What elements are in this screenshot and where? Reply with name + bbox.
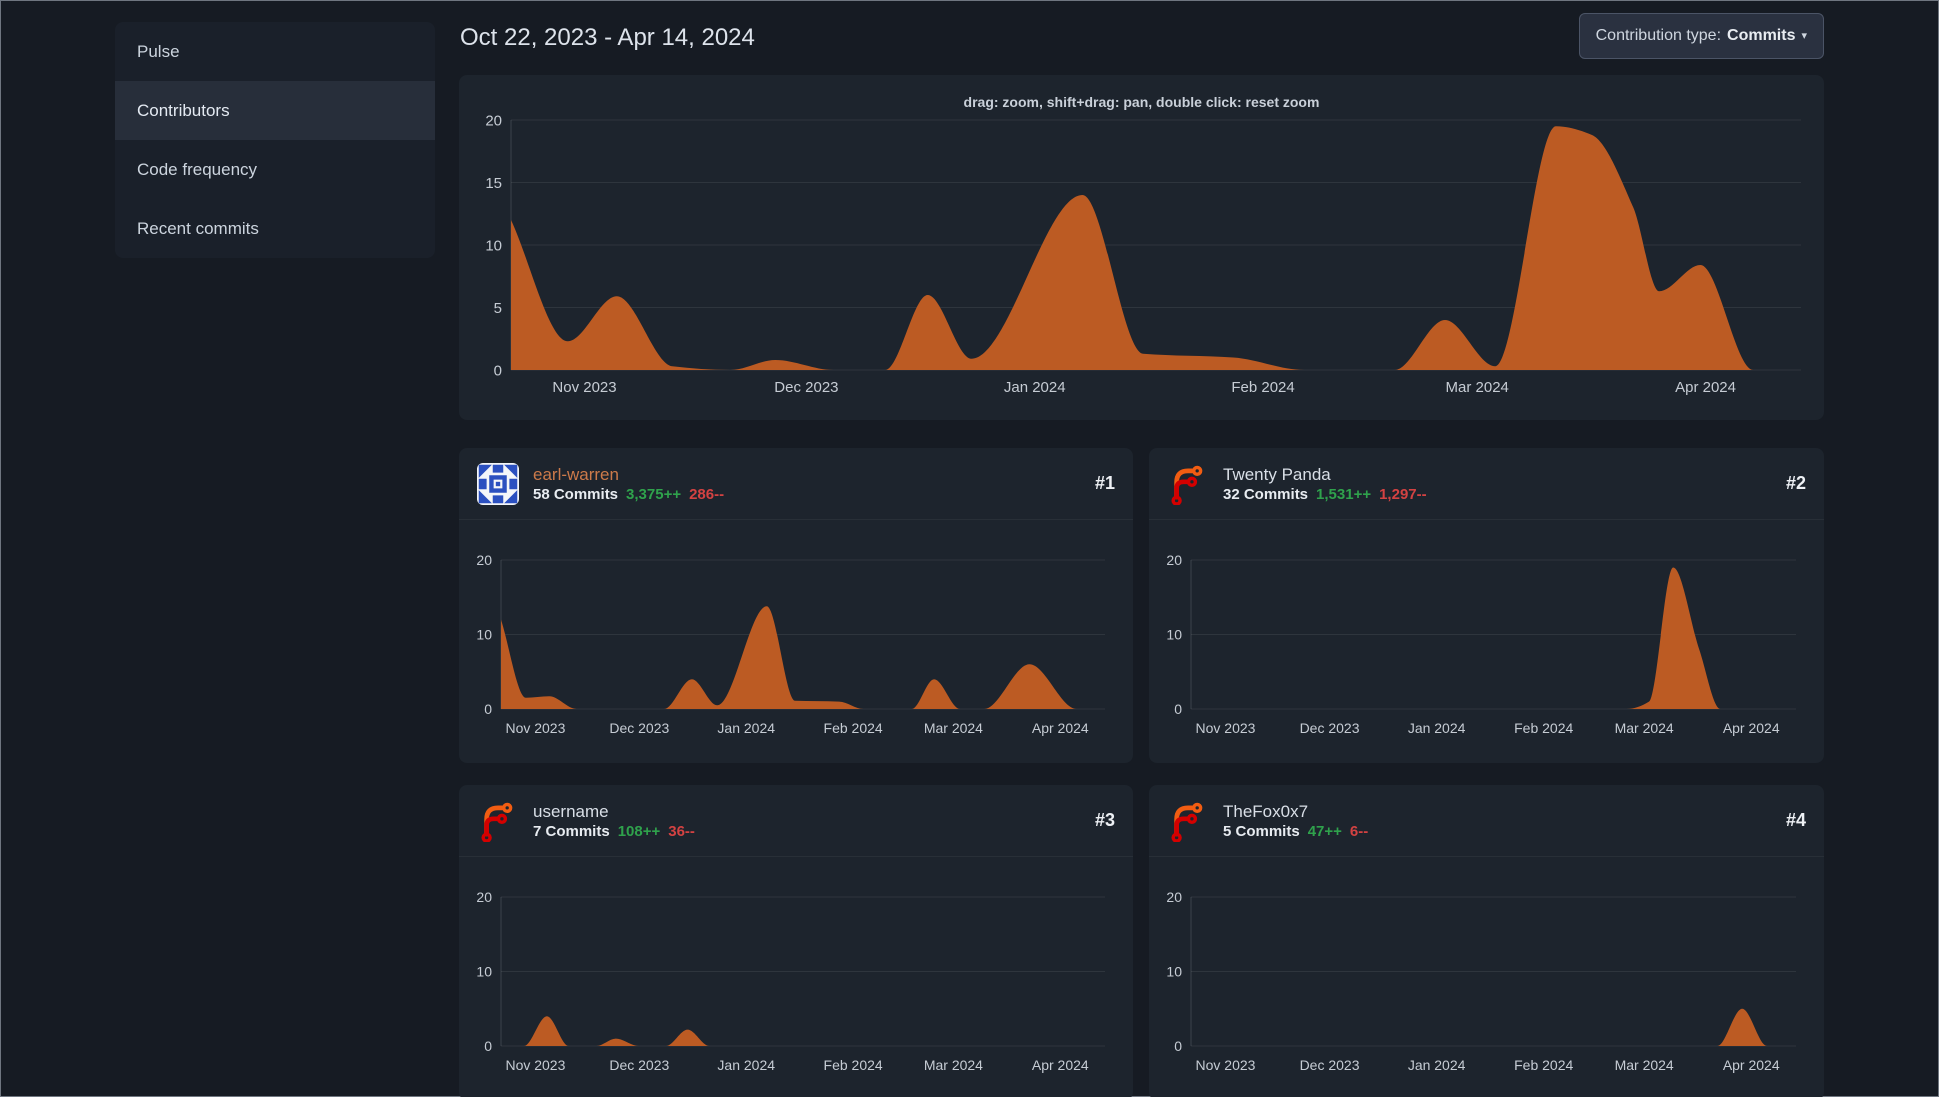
- contributor-additions: 108++: [617, 822, 661, 840]
- svg-text:10: 10: [485, 237, 502, 254]
- contributor-deletions: 36--: [668, 822, 695, 840]
- contributor-additions: 47++: [1307, 822, 1342, 840]
- svg-text:Apr 2024: Apr 2024: [1723, 720, 1780, 736]
- svg-text:Feb 2024: Feb 2024: [1514, 1057, 1573, 1073]
- svg-text:Nov 2023: Nov 2023: [1196, 720, 1256, 736]
- contributor-name[interactable]: username: [533, 801, 609, 821]
- svg-text:Jan 2024: Jan 2024: [717, 1057, 775, 1073]
- contributor-deletions: 6--: [1349, 822, 1369, 840]
- svg-text:Feb 2024: Feb 2024: [1231, 379, 1294, 396]
- svg-text:10: 10: [476, 963, 492, 979]
- svg-text:0: 0: [484, 701, 492, 717]
- contributor-rank-badge: #1: [1094, 473, 1115, 493]
- svg-text:Feb 2024: Feb 2024: [1514, 720, 1573, 736]
- svg-text:Jan 2024: Jan 2024: [717, 720, 775, 736]
- contributor-card: TheFox0x7 5 Commits 47++ 6-- #4 0 10 20 Nov…: [1149, 785, 1824, 1097]
- svg-text:10: 10: [476, 626, 492, 642]
- contributor-card: earl-warren 58 Commits 3,375++ 286-- #1 …: [459, 448, 1133, 763]
- repo-activity-sidebar: Pulse Contributors Code frequency Recent co…: [115, 22, 435, 258]
- contributor-additions: 1,531++: [1316, 485, 1372, 503]
- contributor-rank-badge: #4: [1785, 810, 1806, 830]
- contributor-name[interactable]: earl-warren: [533, 464, 619, 484]
- svg-text:Dec 2023: Dec 2023: [1300, 720, 1360, 736]
- contribution-type-value: Commits: [1727, 27, 1796, 44]
- svg-text:Apr 2024: Apr 2024: [1032, 720, 1089, 736]
- svg-text:10: 10: [1166, 626, 1182, 642]
- contributor-card: Twenty Panda 32 Commits 1,531++ 1,297-- …: [1149, 448, 1824, 763]
- svg-text:Feb 2024: Feb 2024: [824, 720, 883, 736]
- contributor-deletions: 286--: [689, 485, 725, 503]
- svg-text:Nov 2023: Nov 2023: [1196, 1057, 1256, 1073]
- contribution-type-label: Contribution type:: [1595, 27, 1722, 44]
- svg-text:Apr 2024: Apr 2024: [1032, 1057, 1089, 1073]
- svg-text:5: 5: [494, 300, 502, 317]
- svg-text:0: 0: [1174, 701, 1182, 717]
- contributor-card-header: TheFox0x7 5 Commits 47++ 6-- #4: [1149, 785, 1824, 857]
- chevron-down-icon: ▾: [1801, 29, 1807, 42]
- contributor-chart[interactable]: 0 10 20 Nov 2023 Dec 2023 Jan 2024 Feb 2024 Mar…: [1149, 520, 1824, 763]
- svg-text:Mar 2024: Mar 2024: [1615, 1057, 1674, 1073]
- svg-text:Mar 2024: Mar 2024: [924, 720, 983, 736]
- svg-text:Jan 2024: Jan 2024: [1408, 1057, 1466, 1073]
- contributor-name[interactable]: TheFox0x7: [1223, 801, 1309, 821]
- contributor-rank-badge: #3: [1094, 810, 1115, 830]
- svg-text:20: 20: [476, 552, 492, 568]
- svg-text:Jan 2024: Jan 2024: [1004, 379, 1066, 396]
- svg-text:Dec 2023: Dec 2023: [774, 379, 838, 396]
- svg-text:Nov 2023: Nov 2023: [505, 720, 565, 736]
- sidebar-item-pulse[interactable]: Pulse: [137, 41, 180, 61]
- main-content: Oct 22, 2023 - Apr 14, 2024 Contribution…: [459, 0, 1824, 1097]
- identicon-avatar: [477, 462, 519, 505]
- svg-text:Apr 2024: Apr 2024: [1723, 1057, 1780, 1073]
- svg-text:Nov 2023: Nov 2023: [552, 379, 616, 396]
- svg-text:10: 10: [1166, 963, 1182, 979]
- chart-zoom-hint: drag: zoom, shift+drag: pan, double clic…: [963, 94, 1320, 110]
- contributor-additions: 3,375++: [626, 485, 682, 503]
- contributor-commit-count: 7 Commits: [533, 822, 610, 840]
- svg-text:20: 20: [1166, 889, 1182, 905]
- svg-text:Mar 2024: Mar 2024: [1615, 720, 1674, 736]
- contribution-type-dropdown[interactable]: Contribution type: Commits ▾: [1578, 13, 1824, 59]
- svg-text:20: 20: [1166, 552, 1182, 568]
- svg-text:15: 15: [485, 175, 502, 192]
- svg-text:0: 0: [484, 1038, 492, 1054]
- svg-text:Dec 2023: Dec 2023: [609, 720, 669, 736]
- svg-text:20: 20: [476, 889, 492, 905]
- contributor-card-header: Twenty Panda 32 Commits 1,531++ 1,297-- …: [1149, 448, 1824, 520]
- svg-text:Mar 2024: Mar 2024: [1446, 379, 1509, 396]
- contributor-card-header: username 7 Commits 108++ 36-- #3: [459, 785, 1133, 857]
- contributor-chart[interactable]: 0 10 20 Nov 2023 Dec 2023 Jan 2024 Feb 2024 Mar…: [459, 857, 1133, 1097]
- contributor-chart[interactable]: 0 10 20 Nov 2023 Dec 2023 Jan 2024 Feb 2024 Mar…: [459, 520, 1133, 763]
- main-commits-chart[interactable]: 0 5 10 15 20 Nov 2023 Dec 2023 Jan 2024 Feb 2024…: [459, 75, 1824, 420]
- contributor-card-header: earl-warren 58 Commits 3,375++ 286-- #1: [459, 448, 1133, 520]
- contributor-chart[interactable]: 0 10 20 Nov 2023 Dec 2023 Jan 2024 Feb 2024 Mar…: [1149, 857, 1824, 1097]
- forgejo-logo-avatar: [477, 800, 519, 842]
- svg-text:Jan 2024: Jan 2024: [1408, 720, 1466, 736]
- contributor-commit-count: 5 Commits: [1223, 822, 1300, 840]
- svg-text:Nov 2023: Nov 2023: [505, 1057, 565, 1073]
- forgejo-logo-avatar: [1167, 800, 1209, 842]
- contributor-rank-badge: #2: [1785, 473, 1806, 493]
- sidebar-item-code-frequency[interactable]: Code frequency: [137, 159, 258, 179]
- svg-text:Dec 2023: Dec 2023: [1300, 1057, 1360, 1073]
- svg-text:0: 0: [1174, 1038, 1182, 1054]
- contributor-name[interactable]: Twenty Panda: [1223, 464, 1331, 484]
- contributor-card: username 7 Commits 108++ 36-- #3 0 10 20 No…: [459, 785, 1133, 1097]
- sidebar-item-recent-commits[interactable]: Recent commits: [137, 218, 259, 238]
- svg-text:20: 20: [485, 112, 502, 129]
- sidebar-item-contributors[interactable]: Contributors: [115, 81, 435, 140]
- contributor-deletions: 1,297--: [1379, 485, 1427, 503]
- date-range-heading: Oct 22, 2023 - Apr 14, 2024: [460, 24, 755, 51]
- svg-text:0: 0: [494, 362, 502, 379]
- forgejo-logo-avatar: [1167, 463, 1209, 505]
- svg-text:Feb 2024: Feb 2024: [824, 1057, 883, 1073]
- svg-text:Apr 2024: Apr 2024: [1675, 379, 1736, 396]
- svg-text:Dec 2023: Dec 2023: [609, 1057, 669, 1073]
- contributor-commit-count: 58 Commits: [533, 485, 619, 503]
- svg-text:Mar 2024: Mar 2024: [924, 1057, 983, 1073]
- main-commits-chart-card: drag: zoom, shift+drag: pan, double clic…: [459, 75, 1824, 420]
- contributor-commit-count: 32 Commits: [1223, 485, 1309, 503]
